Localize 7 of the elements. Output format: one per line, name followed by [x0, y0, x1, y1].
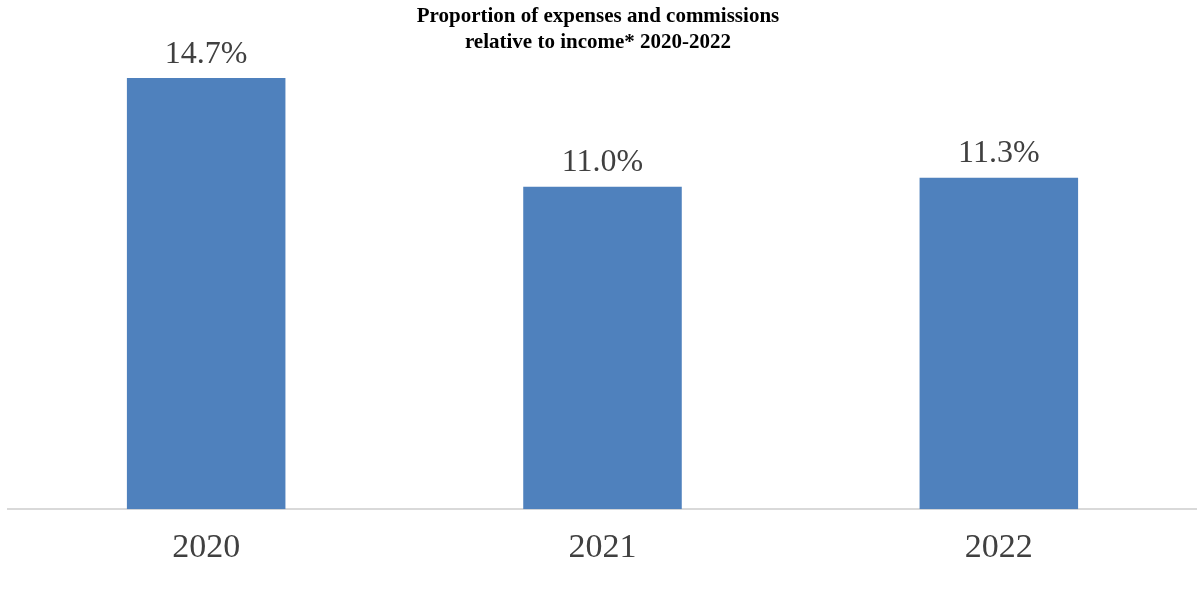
x-tick-label: 2020 [172, 526, 241, 564]
x-tick-label: 2021 [568, 526, 637, 564]
data-label: 11.3% [958, 133, 1040, 170]
x-tick-label: 2022 [964, 526, 1033, 564]
data-label: 14.7% [164, 33, 248, 70]
data-label: 11.0% [561, 142, 644, 179]
chart-title: Proportion of expenses and commissions relative to income* 2020-2022 [415, 2, 781, 54]
